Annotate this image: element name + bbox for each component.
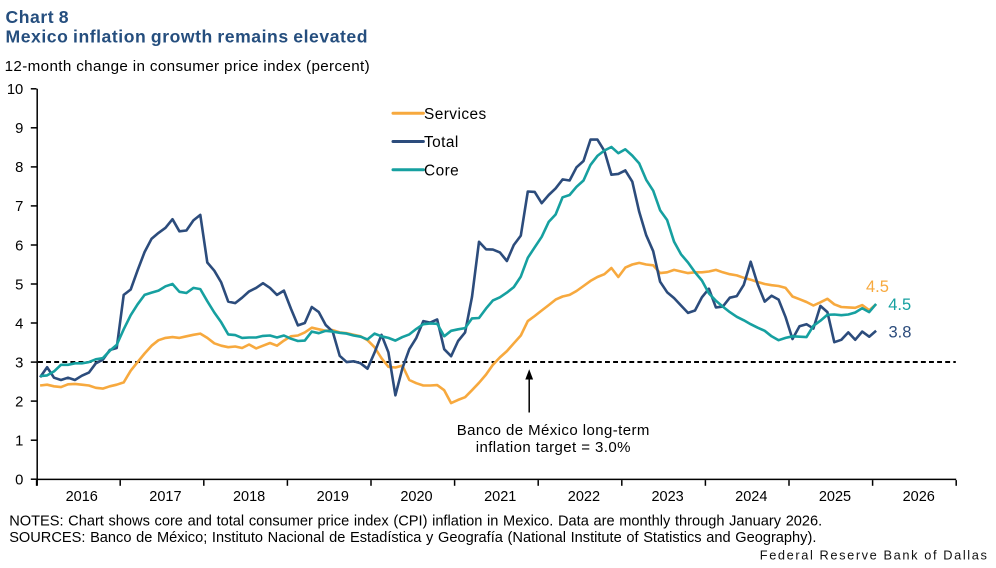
svg-text:Total: Total bbox=[424, 134, 459, 151]
svg-text:2016: 2016 bbox=[66, 489, 98, 505]
svg-text:2: 2 bbox=[15, 394, 23, 410]
svg-text:SOURCES: Banco de México; Inst: SOURCES: Banco de México; Instituto Naci… bbox=[9, 530, 816, 546]
svg-text:8: 8 bbox=[15, 160, 23, 176]
svg-text:NOTES: Chart shows core and to: NOTES: Chart shows core and total consum… bbox=[9, 514, 822, 530]
svg-text:12-month change in consumer pr: 12-month change in consumer price index … bbox=[5, 58, 370, 75]
svg-text:Banco de México long-term: Banco de México long-term bbox=[457, 422, 650, 439]
svg-text:2020: 2020 bbox=[400, 489, 432, 505]
svg-text:Mexico inflation growth remain: Mexico inflation growth remains elevated bbox=[6, 26, 369, 46]
svg-text:Chart 8: Chart 8 bbox=[6, 7, 70, 27]
svg-text:Federal Reserve Bank of Dallas: Federal Reserve Bank of Dallas bbox=[760, 547, 989, 562]
svg-text:2024: 2024 bbox=[735, 489, 767, 505]
svg-text:Services: Services bbox=[424, 106, 487, 123]
svg-text:7: 7 bbox=[15, 199, 23, 215]
svg-text:2017: 2017 bbox=[149, 489, 181, 505]
svg-text:2026: 2026 bbox=[903, 489, 935, 505]
svg-text:0: 0 bbox=[15, 473, 23, 489]
svg-text:Core: Core bbox=[424, 162, 459, 179]
svg-text:2018: 2018 bbox=[233, 489, 265, 505]
svg-text:3: 3 bbox=[15, 355, 23, 371]
svg-text:5: 5 bbox=[15, 277, 23, 293]
svg-text:10: 10 bbox=[7, 82, 23, 98]
svg-text:4: 4 bbox=[15, 316, 23, 332]
svg-text:2019: 2019 bbox=[317, 489, 349, 505]
svg-text:1: 1 bbox=[15, 434, 23, 450]
svg-text:2021: 2021 bbox=[484, 489, 516, 505]
svg-text:2025: 2025 bbox=[819, 489, 851, 505]
svg-text:2022: 2022 bbox=[568, 489, 600, 505]
svg-text:inflation target = 3.0%: inflation target = 3.0% bbox=[476, 439, 631, 456]
svg-text:6: 6 bbox=[15, 238, 23, 254]
svg-text:9: 9 bbox=[15, 121, 23, 137]
svg-text:4.5: 4.5 bbox=[888, 296, 911, 314]
svg-text:2023: 2023 bbox=[651, 489, 683, 505]
svg-text:3.8: 3.8 bbox=[889, 324, 912, 342]
svg-text:4.5: 4.5 bbox=[866, 278, 889, 296]
